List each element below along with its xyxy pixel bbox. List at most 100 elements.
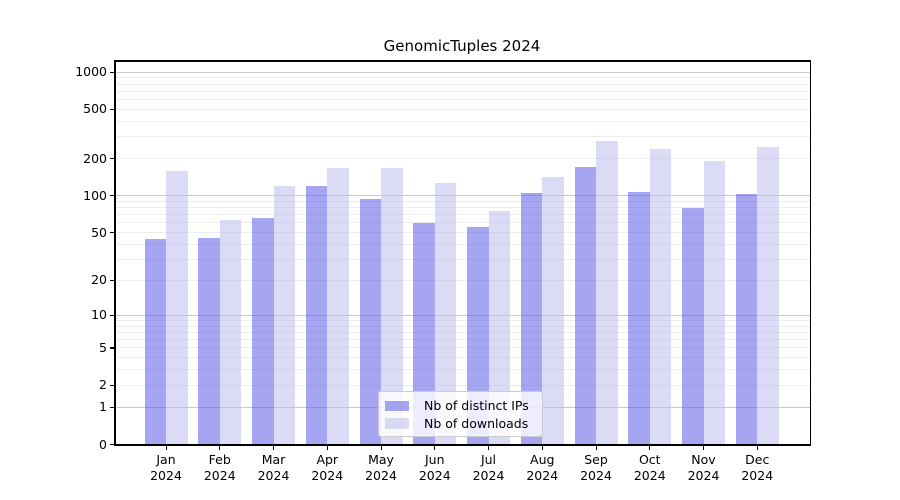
legend-label-downloads: Nb of downloads <box>424 415 529 431</box>
bar-jul-downloads <box>488 211 510 445</box>
y-tick-label: 2 <box>99 377 107 393</box>
y-tick <box>110 384 115 386</box>
spine-right <box>809 60 811 446</box>
y-tick-label: 0 <box>99 436 107 452</box>
bar-sep-downloads <box>596 141 618 445</box>
gridline-minor <box>115 200 810 202</box>
y-tick <box>110 347 115 349</box>
y-tick <box>110 443 115 446</box>
spine-bottom <box>114 444 811 446</box>
gridline-minor <box>115 136 810 138</box>
x-tick <box>380 444 382 450</box>
bar-jan-downloads <box>166 170 188 445</box>
legend-swatch-distinct-ips <box>385 400 409 411</box>
bar-aug-distinct-ips <box>520 193 543 445</box>
y-tick <box>110 231 115 234</box>
y-tick <box>110 279 115 281</box>
y-tick-label: 50 <box>91 224 107 240</box>
gridline-minor <box>115 108 810 110</box>
spine-left <box>114 60 116 446</box>
x-tick <box>165 444 167 450</box>
bar-dec-distinct-ips <box>735 194 758 445</box>
x-tick-label: Mar 2024 <box>257 452 290 483</box>
gridline-minor <box>115 384 810 386</box>
legend-swatch-downloads <box>385 418 409 429</box>
x-tick <box>273 444 275 450</box>
gridline-minor <box>115 331 810 333</box>
bar-oct-distinct-ips <box>628 191 650 445</box>
gridline-minor <box>115 222 810 224</box>
bar-dec-downloads <box>757 146 779 445</box>
legend-item-downloads: Nb of downloads <box>385 415 534 433</box>
x-tick <box>703 444 705 450</box>
legend: Nb of distinct IPs Nb of downloads <box>378 391 543 437</box>
gridline-minor <box>115 369 810 371</box>
y-tick <box>110 108 115 111</box>
gridline-minor <box>115 319 810 321</box>
x-tick <box>541 444 543 450</box>
x-tick-label: Jun 2024 <box>418 452 451 483</box>
gridline-major <box>115 314 810 316</box>
chart-title: GenomicTuples 2024 <box>383 37 541 55</box>
gridline-minor <box>115 339 810 341</box>
bar-mar-distinct-ips <box>252 217 274 445</box>
x-tick-label: Nov 2024 <box>687 452 720 483</box>
bar-mar-downloads <box>273 186 295 445</box>
x-tick-label: Oct 2024 <box>633 452 666 483</box>
y-tick-label: 1 <box>99 399 107 415</box>
y-tick-label: 10 <box>91 307 107 323</box>
y-tick-label: 500 <box>83 101 107 117</box>
x-tick-label: Feb 2024 <box>203 452 236 483</box>
bar-jul-distinct-ips <box>467 226 489 445</box>
x-tick-label: Sep 2024 <box>580 452 612 483</box>
y-tick-label: 5 <box>99 339 107 355</box>
bar-jun-distinct-ips <box>413 222 435 445</box>
bar-aug-downloads <box>542 177 564 445</box>
x-tick <box>326 444 328 450</box>
gridline-minor <box>115 243 810 245</box>
x-tick <box>434 444 436 450</box>
gridline-minor <box>115 120 810 122</box>
bar-sep-distinct-ips <box>574 166 596 445</box>
x-tick <box>219 444 221 450</box>
bar-nov-distinct-ips <box>682 207 704 445</box>
x-tick-label: Aug 2024 <box>526 452 559 483</box>
x-tick-label: May 2024 <box>365 452 397 483</box>
y-tick <box>110 158 115 160</box>
gridline-minor <box>115 347 810 349</box>
x-tick <box>488 444 490 450</box>
gridline-minor <box>115 158 810 160</box>
gridline-major <box>115 195 810 197</box>
x-tick-label: Jan 2024 <box>150 452 182 483</box>
y-tick <box>110 195 115 197</box>
bar-jun-downloads <box>434 182 457 445</box>
spine-top <box>114 60 811 62</box>
y-tick <box>110 406 115 408</box>
bar-feb-downloads <box>219 220 242 445</box>
bar-apr-distinct-ips <box>305 186 328 445</box>
y-tick-label: 100 <box>83 187 107 203</box>
bar-may-distinct-ips <box>359 199 381 445</box>
legend-item-distinct-ips: Nb of distinct IPs <box>385 397 534 415</box>
y-tick <box>110 314 115 316</box>
y-tick-label: 20 <box>91 272 107 288</box>
gridline-minor <box>115 258 810 260</box>
bar-oct-downloads <box>649 149 672 445</box>
gridline-minor <box>115 232 810 234</box>
gridline-minor <box>115 214 810 216</box>
x-tick <box>756 444 758 450</box>
gridline-minor <box>115 279 810 281</box>
x-tick-label: Dec 2024 <box>741 452 774 483</box>
y-tick <box>110 71 115 73</box>
x-tick-label: Jul 2024 <box>472 452 505 483</box>
y-tick-label: 1000 <box>75 64 107 80</box>
bar-may-downloads <box>381 168 403 445</box>
bar-nov-downloads <box>703 160 725 445</box>
gridline-minor <box>115 325 810 327</box>
bar-feb-distinct-ips <box>198 238 220 445</box>
gridline-major <box>115 71 810 73</box>
gridline-minor <box>115 357 810 359</box>
bar-apr-downloads <box>327 168 349 445</box>
y-tick-label: 200 <box>83 150 107 166</box>
